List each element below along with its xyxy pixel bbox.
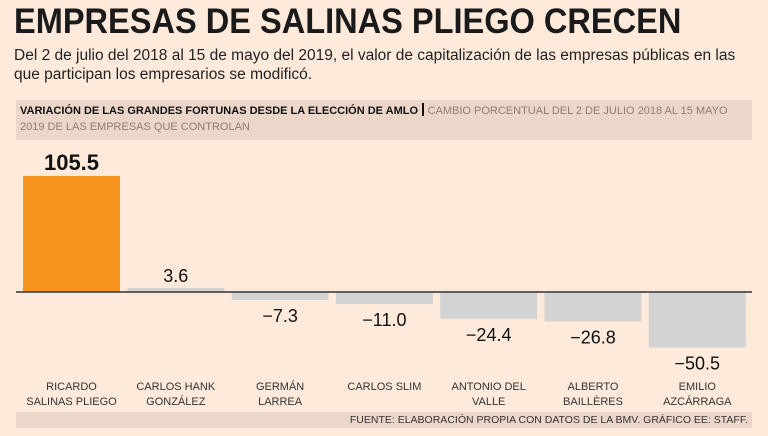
bar <box>23 175 120 292</box>
category-label: ANTONIO DEL <box>452 381 526 393</box>
bar <box>648 292 746 348</box>
bar <box>335 292 433 305</box>
category-label: EMILIO <box>679 381 717 393</box>
category-label: GONZÁLEZ <box>146 395 206 408</box>
value-label: −7.3 <box>262 306 298 326</box>
category-label: BAILLÈRES <box>563 395 623 408</box>
bar <box>127 288 225 292</box>
category-label: RICARDO <box>46 381 97 393</box>
chart-header-band: VARIACIÓN DE LAS GRANDES FORTUNAS DESDE … <box>16 100 752 140</box>
bar <box>231 292 329 301</box>
category-label: SALINAS PLIEGO <box>26 396 117 408</box>
chart-title: VARIACIÓN DE LAS GRANDES FORTUNAS DESDE … <box>20 105 419 117</box>
category-label: CARLOS SLIM <box>347 381 421 393</box>
value-label: −24.4 <box>466 325 512 345</box>
value-label: −11.0 <box>362 310 406 330</box>
category-label: AZCÁRRAGA <box>663 395 732 408</box>
category-label: ALBERTO <box>568 381 619 393</box>
category-label: VALLE <box>472 396 505 408</box>
bar <box>544 292 642 322</box>
subtitle: Del 2 de julio del 2018 al 15 de mayo de… <box>14 47 736 83</box>
category-label: LARREA <box>258 396 303 408</box>
value-label: 105.5 <box>44 150 99 175</box>
value-label: −50.5 <box>675 354 721 374</box>
chart-subtitle: CAMBIO PORCENTUAL DEL 2 DE JULIO 2018 AL… <box>20 105 728 133</box>
value-label: 3.6 <box>163 266 188 286</box>
source-note: FUENTE: ELABORACIÓN PROPIA CON DATOS DE … <box>16 412 752 428</box>
category-label: GERMÁN <box>256 380 304 393</box>
value-label: −26.8 <box>570 327 616 347</box>
bar <box>440 292 538 319</box>
page-title: EMPRESAS DE SALINAS PLIEGO CRECEN <box>14 2 682 41</box>
category-label: CARLOS HANK <box>136 381 216 393</box>
divider <box>422 103 424 116</box>
